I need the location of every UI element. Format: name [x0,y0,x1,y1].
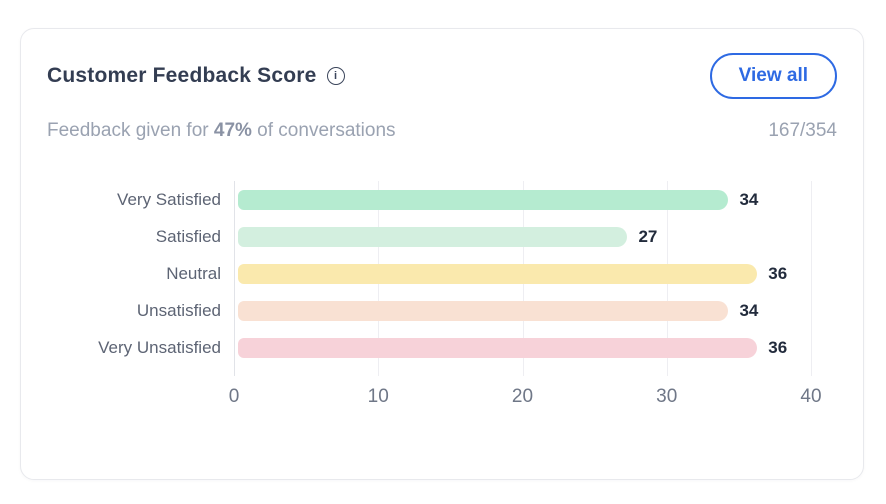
title-wrap: Customer Feedback Score i [47,64,345,88]
chart-row: Very Unsatisfied 36 [21,329,863,366]
chart-rows: Very Satisfied 34 Satisfied 27 Neutral 36 Unsa… [21,181,863,366]
chart-row: Neutral 36 [21,255,863,292]
bar[interactable] [238,263,758,284]
bar[interactable] [238,337,758,358]
category-label: Satisfied [155,226,221,246]
bar-value-label: 36 [768,263,788,283]
category-label: Very Unsatisfied [98,337,221,357]
chart-row: Unsatisfied 34 [21,292,863,329]
bar-value-label: 27 [638,226,658,246]
x-tick-label: 10 [367,386,389,407]
feedback-percent: 47% [213,120,252,141]
bar-value-label: 36 [768,337,788,357]
customer-feedback-card: Customer Feedback Score i View all Feedb… [20,28,864,480]
feedback-bar-chart: Very Satisfied 34 Satisfied 27 Neutral 36 Unsa… [21,181,863,431]
gridline [811,181,812,376]
category-label: Neutral [166,263,221,283]
x-tick-label: 40 [800,386,822,407]
card-title: Customer Feedback Score [47,64,317,87]
info-icon[interactable]: i [326,67,345,85]
subtitle-suffix: of conversations [251,120,396,141]
bar[interactable] [238,226,628,247]
x-axis-ticks: 0 10 20 30 40 [229,386,822,410]
view-all-button[interactable]: View all [709,53,837,99]
bar[interactable] [238,300,729,321]
card-header: Customer Feedback Score i View all [21,29,863,99]
x-tick-label: 0 [228,386,240,407]
category-label: Unsatisfied [136,300,221,320]
bar-value-label: 34 [739,189,759,209]
chart-row: Very Satisfied 34 [21,181,863,218]
chart-row: Satisfied 27 [21,218,863,255]
bar[interactable] [238,189,729,210]
y-axis-line [234,181,235,376]
category-label: Very Satisfied [117,189,221,209]
subtitle-prefix: Feedback given for [47,120,214,141]
x-tick-label: 20 [511,386,534,407]
feedback-ratio: 167/354 [768,120,837,141]
bar-value-label: 34 [739,300,759,320]
subtitle: Feedback given for 47% of conversations [47,120,396,142]
x-tick-label: 30 [656,386,678,407]
subtitle-row: Feedback given for 47% of conversations … [21,99,863,142]
